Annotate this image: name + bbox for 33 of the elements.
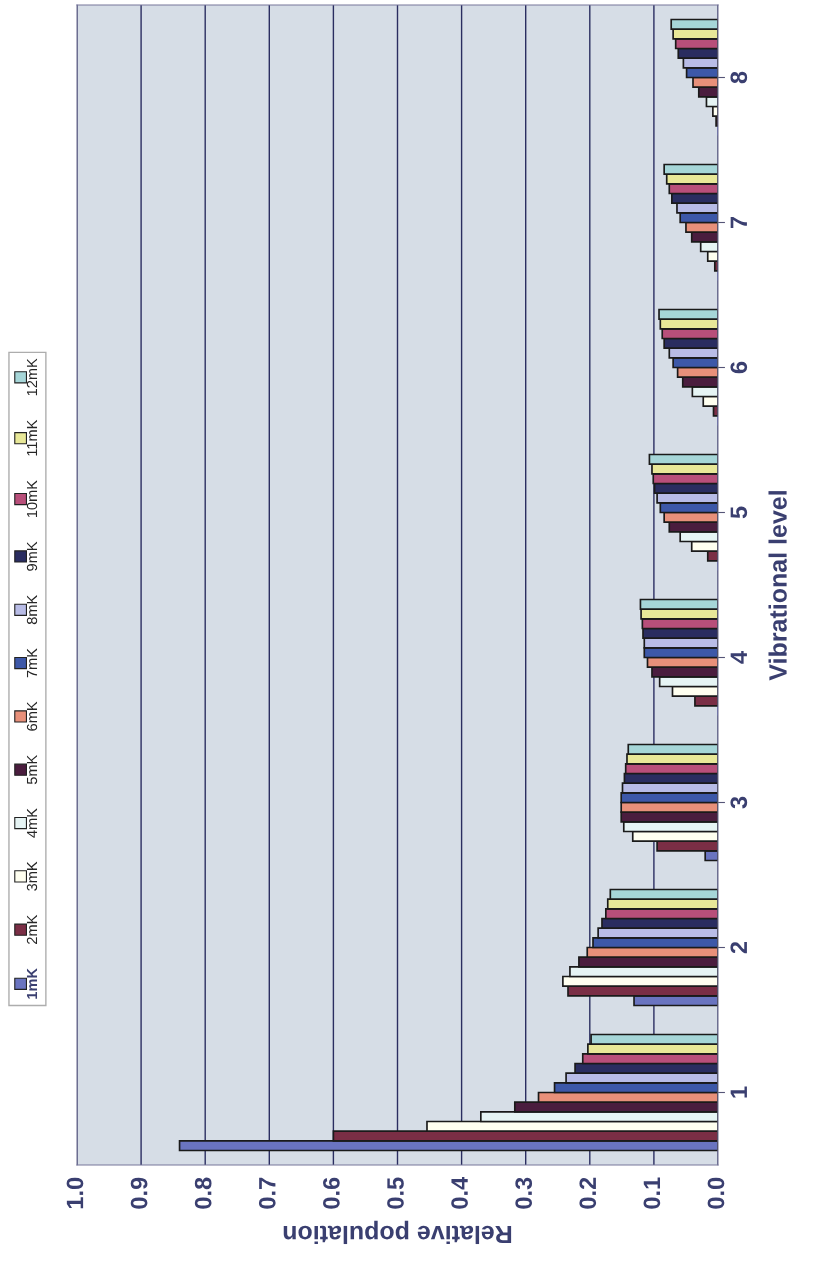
legend-label: 8mK <box>26 594 38 625</box>
x-tick-label: 0.9 <box>130 1177 148 1209</box>
y-tick-label: 3 <box>730 796 748 809</box>
x-tick-label: 0.5 <box>387 1177 404 1209</box>
y-tick-label: 1 <box>730 1086 747 1098</box>
y-tick-label: 8 <box>730 71 748 84</box>
legend-label: 9mK <box>26 541 38 571</box>
y-tick-label: 6 <box>730 361 748 374</box>
y-tick-label: 4 <box>730 651 747 664</box>
x-tick-label: 0.1 <box>643 1177 661 1209</box>
x-tick-label: 0.8 <box>194 1177 212 1209</box>
x-tick-label: 0.7 <box>258 1177 276 1209</box>
legend-label: 11mK <box>26 419 38 456</box>
legend-label: 12mK <box>26 358 38 396</box>
legend-label: 5mK <box>26 754 38 785</box>
x-tick-label: 1.0 <box>66 1177 84 1209</box>
x-tick-label: 0.0 <box>707 1177 725 1209</box>
legend-label: 7mK <box>26 648 38 678</box>
y-axis-title: Vibrational level <box>768 491 787 681</box>
legend-label: 2mK <box>26 914 38 944</box>
y-tick-label: 5 <box>730 506 748 519</box>
y-tick-label: 7 <box>730 216 747 229</box>
x-tick-label: 0.2 <box>579 1177 597 1209</box>
x-tick-label: 0.6 <box>323 1177 340 1209</box>
x-axis-title: Relative population <box>283 1220 512 1245</box>
x-tick-label: 0.3 <box>515 1177 533 1209</box>
y-tick-label: 2 <box>730 941 747 954</box>
legend-label: 6mK <box>26 701 38 731</box>
x-tick-label: 0.4 <box>451 1176 468 1209</box>
legend-label: 3mK <box>26 861 38 891</box>
legend-label: 10mK <box>26 480 38 518</box>
legend-label: 1mK <box>26 968 38 999</box>
legend-label: 4mK <box>26 808 38 838</box>
